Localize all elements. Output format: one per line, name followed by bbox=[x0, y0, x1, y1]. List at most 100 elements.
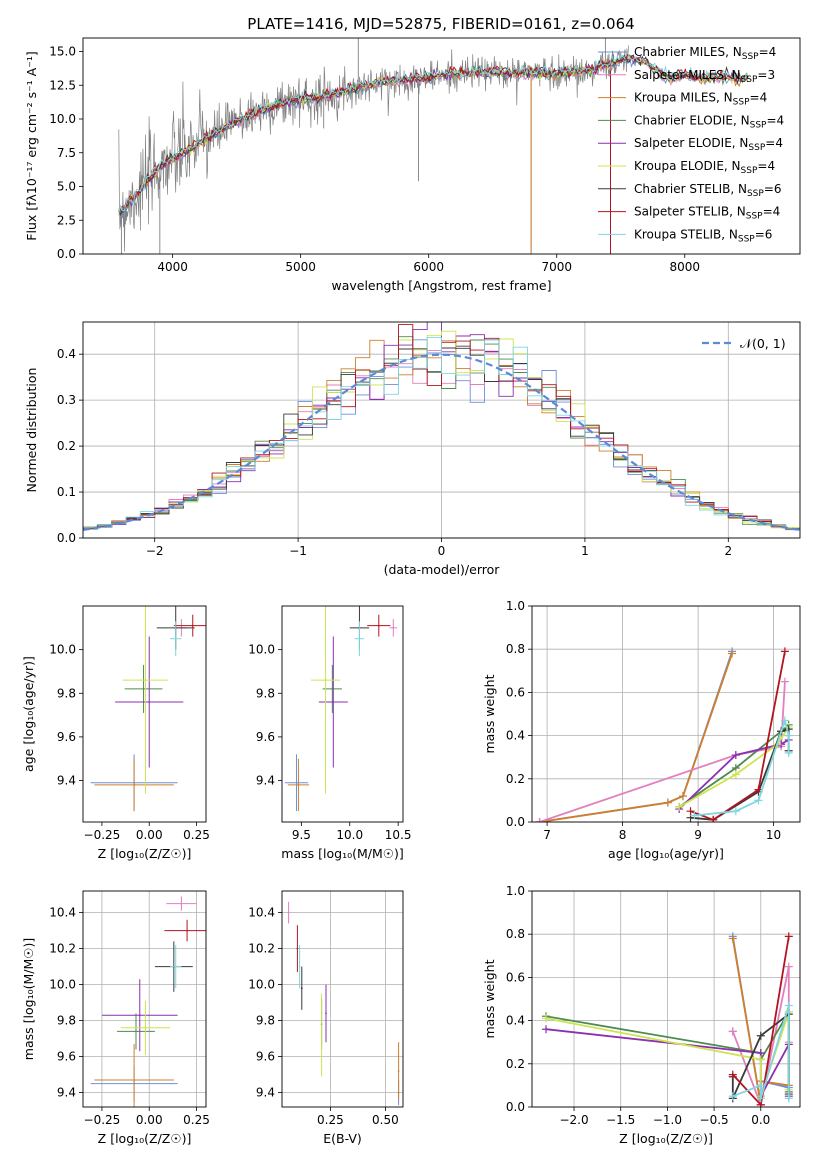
y-tick-label: 10.2 bbox=[49, 942, 76, 956]
y-tick-label: 9.6 bbox=[57, 1050, 76, 1064]
x-axis-label: Z [log₁₀(Z/Z☉)] bbox=[619, 1131, 713, 1146]
y-tick-label: 9.4 bbox=[256, 774, 275, 788]
legend-label-text: Salpeter MILES, N bbox=[634, 68, 741, 82]
series-marker-salpeter_stelib bbox=[686, 807, 695, 816]
series-marker-salpeter_miles bbox=[780, 677, 789, 686]
x-tick-label: −2 bbox=[146, 544, 164, 558]
y-axis-label: mass [log₁₀(M/M☉)] bbox=[21, 938, 36, 1060]
series-marker-kroupa_stelib bbox=[784, 1001, 793, 1010]
legend-label-text: Salpeter STELIB, N bbox=[634, 205, 746, 219]
line-plot-area bbox=[542, 932, 793, 1107]
series-marker-salpeter_stelib bbox=[780, 647, 789, 656]
legend-label-value: =6 bbox=[764, 182, 782, 196]
y-tick-label: 10.0 bbox=[49, 978, 76, 992]
legend-label: 𝒩(0, 1) bbox=[740, 336, 786, 351]
panel-age_vs_mass: 9.5 10.0 10.5 9.4 9.6 9.8 10.0 mass [log₁₀(M/M☉… bbox=[248, 605, 412, 861]
x-axis-label: Z [log₁₀(Z/Z☉)] bbox=[98, 1131, 192, 1146]
legend-label-subscript: SSP bbox=[741, 166, 758, 176]
panel-weight_vs_age: 7 8 9 10 0.0 0.2 0.4 0.6 0.8 1.0 age [log₁₀(age/yr… bbox=[482, 599, 801, 861]
axes-frame bbox=[82, 37, 801, 255]
panel-spectrum: 4000 5000 6000 7000 8000 0.0 2.5 5.0 7.5 10.0 12.5… bbox=[24, 37, 801, 293]
y-tick-label: 10.0 bbox=[248, 643, 275, 657]
x-tick-label: 7 bbox=[543, 828, 551, 842]
scatter-plot-area bbox=[90, 896, 206, 1107]
data-point-kroupa_stelib bbox=[298, 965, 301, 968]
series-marker-salpeter_stelib bbox=[728, 1070, 737, 1079]
data-point-kroupa_elodie bbox=[144, 1026, 147, 1029]
data-point-salpeter_stelib bbox=[186, 929, 188, 932]
series-marker-kroupa_stelib bbox=[784, 748, 793, 757]
series-line-salpeter_elodie bbox=[678, 739, 790, 810]
data-point-kroupa_elodie bbox=[320, 1034, 323, 1036]
legend-label-value: =6 bbox=[755, 227, 773, 241]
series-marker-kroupa_stelib bbox=[780, 716, 789, 725]
data-point-chabrier_miles bbox=[295, 781, 298, 784]
y-tick-label: 10.4 bbox=[248, 906, 275, 920]
legend-label-value: =4 bbox=[759, 45, 777, 59]
legend-label: Chabrier ELODIE, NSSP=4 bbox=[634, 113, 784, 130]
x-tick-label: 0.50 bbox=[372, 1113, 399, 1127]
x-tick-label: −0.5 bbox=[700, 1113, 729, 1127]
y-tick-label: 0.4 bbox=[506, 1014, 525, 1028]
axes-frame bbox=[82, 605, 207, 823]
observed-spectrum-line bbox=[118, 45, 629, 252]
legend-label-text: Chabrier STELIB, N bbox=[634, 182, 747, 196]
y-axis-label: mass weight bbox=[482, 959, 497, 1038]
x-axis-label: Z [log₁₀(Z/Z☉)] bbox=[98, 846, 192, 861]
x-tick-label: 0.00 bbox=[136, 1113, 163, 1127]
data-point-salpeter_stelib bbox=[191, 624, 194, 627]
x-axis-label: mass [log₁₀(M/M☉)] bbox=[281, 846, 403, 861]
series-marker-kroupa_stelib bbox=[784, 731, 793, 740]
legend-label-text: Kroupa ELODIE, N bbox=[634, 159, 741, 173]
y-axis-label: age [log₁₀(age/yr)] bbox=[21, 656, 36, 772]
y-tick-label: 0.3 bbox=[57, 393, 76, 407]
data-point-kroupa_stelib bbox=[174, 965, 177, 968]
y-tick-label: 9.4 bbox=[57, 1086, 76, 1100]
legend-label-subscript: SSP bbox=[750, 120, 767, 130]
legend-label-subscript: SSP bbox=[733, 98, 750, 108]
legend-label: Chabrier STELIB, NSSP=6 bbox=[634, 182, 782, 199]
legend-label-value: =4 bbox=[757, 159, 775, 173]
y-tick-label: 10.2 bbox=[248, 942, 275, 956]
data-point-kroupa_miles bbox=[133, 1079, 135, 1081]
figure-title: PLATE=1416, MJD=52875, FIBERID=0161, z=0… bbox=[247, 15, 634, 33]
data-point-kroupa_stelib bbox=[358, 637, 361, 640]
x-tick-label: 0.25 bbox=[317, 1113, 344, 1127]
data-point-salpeter_elodie bbox=[332, 701, 335, 703]
panel-age_vs_Z: −0.25 0.00 0.25 9.4 9.6 9.8 10.0 Z [log₁₀(Z/Z☉)… bbox=[21, 605, 210, 861]
legend-label: Kroupa MILES, NSSP=4 bbox=[634, 91, 767, 108]
x-tick-label: 10.0 bbox=[336, 828, 363, 842]
x-tick-label: −1.0 bbox=[653, 1113, 682, 1127]
y-tick-label: 9.8 bbox=[57, 686, 76, 700]
y-tick-label: 0.6 bbox=[506, 970, 525, 984]
legend-label: Kroupa STELIB, NSSP=6 bbox=[634, 227, 772, 244]
axes-frame bbox=[531, 890, 801, 1108]
series-marker-salpeter_stelib bbox=[709, 815, 718, 822]
x-tick-label: 9 bbox=[694, 828, 702, 842]
x-tick-label: 10 bbox=[766, 828, 781, 842]
data-point-kroupa_miles bbox=[297, 784, 300, 786]
y-tick-label: 0.2 bbox=[506, 772, 525, 786]
y-tick-label: 1.0 bbox=[506, 884, 525, 898]
x-tick-label: −1 bbox=[289, 544, 307, 558]
x-tick-label: 0.25 bbox=[183, 828, 210, 842]
y-tick-label: 12.5 bbox=[49, 78, 76, 92]
gaussian-reference-line bbox=[83, 353, 800, 531]
series-marker-kroupa_stelib bbox=[754, 796, 763, 805]
x-tick-label: 7000 bbox=[541, 260, 572, 274]
histogram-step-salpeter_stelib bbox=[83, 324, 800, 538]
y-tick-label: 0.0 bbox=[57, 247, 76, 261]
scatter-plot-area bbox=[90, 606, 206, 812]
series-marker-kroupa_miles bbox=[663, 798, 672, 807]
legend-label-text: Chabrier MILES, N bbox=[634, 45, 742, 59]
legend-label-text: Salpeter ELODIE, N bbox=[634, 136, 748, 150]
series-marker-salpeter_miles bbox=[784, 962, 793, 971]
histogram-plot-area bbox=[83, 322, 800, 538]
x-tick-label: 5000 bbox=[285, 260, 316, 274]
legend-label-text: Kroupa MILES, N bbox=[634, 91, 733, 105]
x-tick-label: 1 bbox=[581, 544, 589, 558]
series-marker-salpeter_miles bbox=[535, 818, 544, 822]
y-axis-label: Normed distribution bbox=[24, 368, 39, 493]
y-tick-label: 9.4 bbox=[57, 774, 76, 788]
